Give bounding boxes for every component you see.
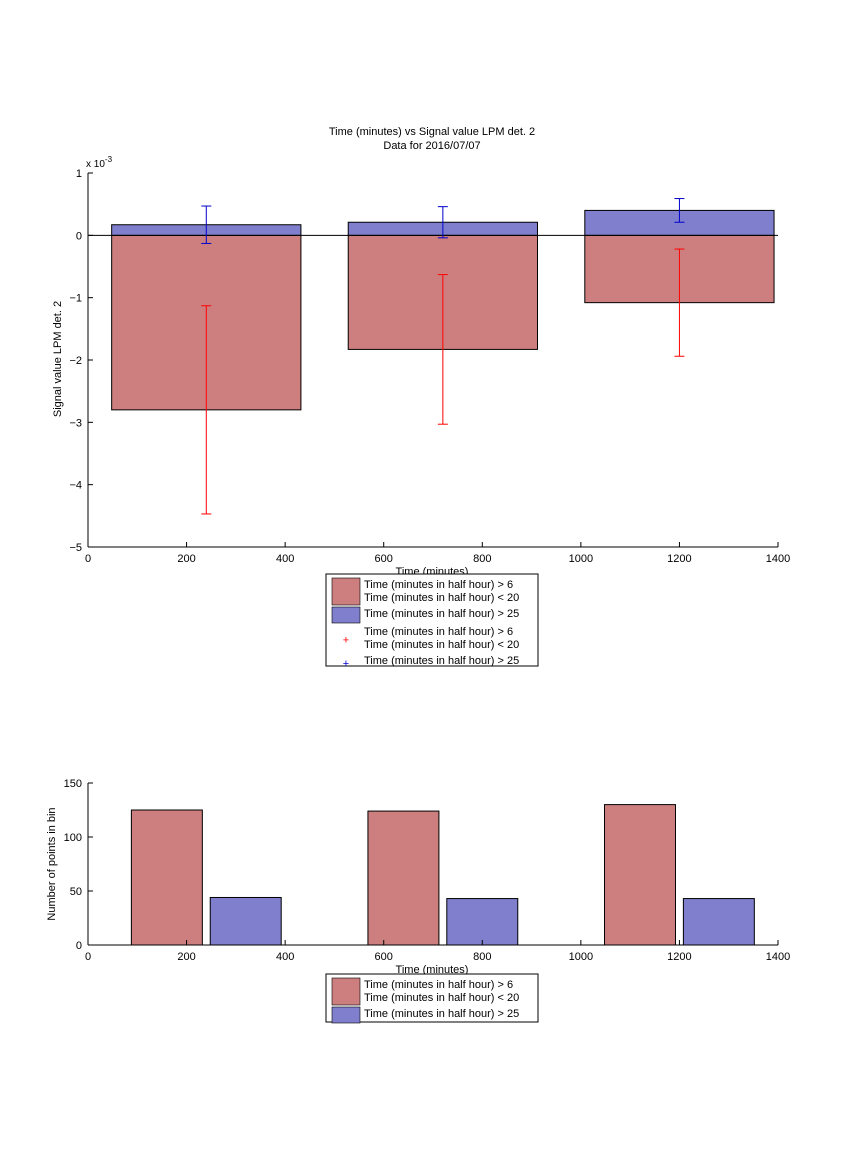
legend-label: Time (minutes in half hour) > 6 — [364, 626, 513, 638]
x-tick-label: 1200 — [667, 951, 691, 963]
chart1-exponent-base: x 10 — [86, 159, 105, 170]
x-tick-label: 400 — [276, 951, 294, 963]
legend-swatch — [331, 1006, 361, 1024]
y-tick-label: 50 — [70, 886, 82, 898]
y-tick-label: 150 — [64, 778, 82, 790]
legend-label: Time (minutes in half hour) > 6 — [364, 979, 513, 991]
chart1-error-bars — [201, 198, 685, 515]
bar — [446, 898, 519, 946]
legend-label: Time (minutes in half hour) < 20 — [364, 992, 519, 1004]
x-tick-label: 600 — [375, 951, 393, 963]
bar — [130, 809, 203, 946]
legend-label: Time (minutes in half hour) < 20 — [364, 592, 519, 604]
y-tick-label: 100 — [64, 832, 82, 844]
legend-label: Time (minutes in half hour) < 20 — [364, 639, 519, 651]
y-tick-label: 0 — [76, 230, 82, 242]
chart2-y-ticks: 0 50 100 150 — [64, 778, 93, 952]
legend-label: Time (minutes in half hour) > 6 — [364, 579, 513, 591]
x-tick-label: 1400 — [766, 553, 790, 565]
bar — [604, 804, 676, 946]
bar — [682, 898, 755, 946]
x-tick-label: 800 — [473, 553, 491, 565]
legend-label: Time (minutes in half hour) > 25 — [364, 1008, 519, 1020]
y-tick-label: −5 — [69, 542, 82, 554]
chart2-bars — [130, 804, 755, 946]
chart2-x-axis-label: Time (minutes) — [396, 964, 469, 976]
legend-swatch — [331, 606, 361, 624]
bar — [367, 810, 440, 946]
x-tick-label: 1400 — [766, 951, 790, 963]
legend-marker: + — [343, 658, 349, 670]
y-tick-label: −3 — [69, 417, 82, 429]
x-tick-label: 200 — [177, 553, 195, 565]
y-tick-label: −2 — [69, 355, 82, 367]
x-tick-label: 200 — [177, 951, 195, 963]
y-tick-label: −4 — [69, 480, 82, 492]
x-tick-label: 1200 — [667, 553, 691, 565]
chart1-y-ticks: −5 −4 −3 −2 −1 0 1 — [69, 168, 93, 554]
chart1-title: Time (minutes) vs Signal value LPM det. … — [329, 126, 535, 138]
legend-marker: + — [343, 635, 349, 647]
legend-label: Time (minutes in half hour) > 25 — [364, 608, 519, 620]
x-tick-label: 400 — [276, 553, 294, 565]
chart2-axes — [87, 783, 778, 946]
x-tick-label: 0 — [85, 951, 91, 963]
y-tick-label: −1 — [69, 293, 82, 305]
signal-chart: Time (minutes) vs Signal value LPM det. … — [52, 126, 790, 670]
chart2-y-axis-label: Number of points in bin — [46, 807, 58, 920]
chart1-exponent-power: -3 — [105, 155, 113, 164]
x-tick-label: 0 — [85, 553, 91, 565]
bar — [209, 896, 282, 946]
y-tick-label: 0 — [76, 940, 82, 952]
chart1-x-ticks: 0 200 400 600 800 1000 1200 1400 — [85, 542, 790, 565]
legend-box — [325, 573, 539, 667]
legend-swatch — [331, 977, 361, 1006]
x-tick-label: 1000 — [569, 553, 593, 565]
y-tick-label: 1 — [76, 168, 82, 180]
legend-box — [325, 973, 539, 1023]
chart1-y-axis-label: Signal value LPM det. 2 — [52, 301, 64, 417]
x-tick-label: 600 — [375, 553, 393, 565]
chart1-exponent: x 10-3 — [86, 155, 113, 170]
chart1-subtitle: Data for 2016/07/07 — [383, 140, 480, 152]
x-tick-label: 1000 — [569, 951, 593, 963]
count-chart: 0 200 400 600 800 1000 1200 1400 0 50 100 150 Time… — [46, 778, 790, 1024]
chart2-x-ticks: 0 200 400 600 800 1000 1200 1400 — [85, 940, 790, 963]
x-tick-label: 800 — [473, 951, 491, 963]
legend-swatch — [331, 577, 361, 606]
legend-label: Time (minutes in half hour) > 25 — [364, 655, 519, 667]
